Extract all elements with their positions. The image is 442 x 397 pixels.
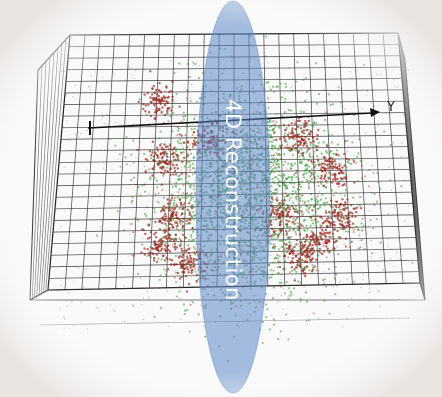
reconstruction-label: 4D Reconstruction [221, 99, 245, 301]
